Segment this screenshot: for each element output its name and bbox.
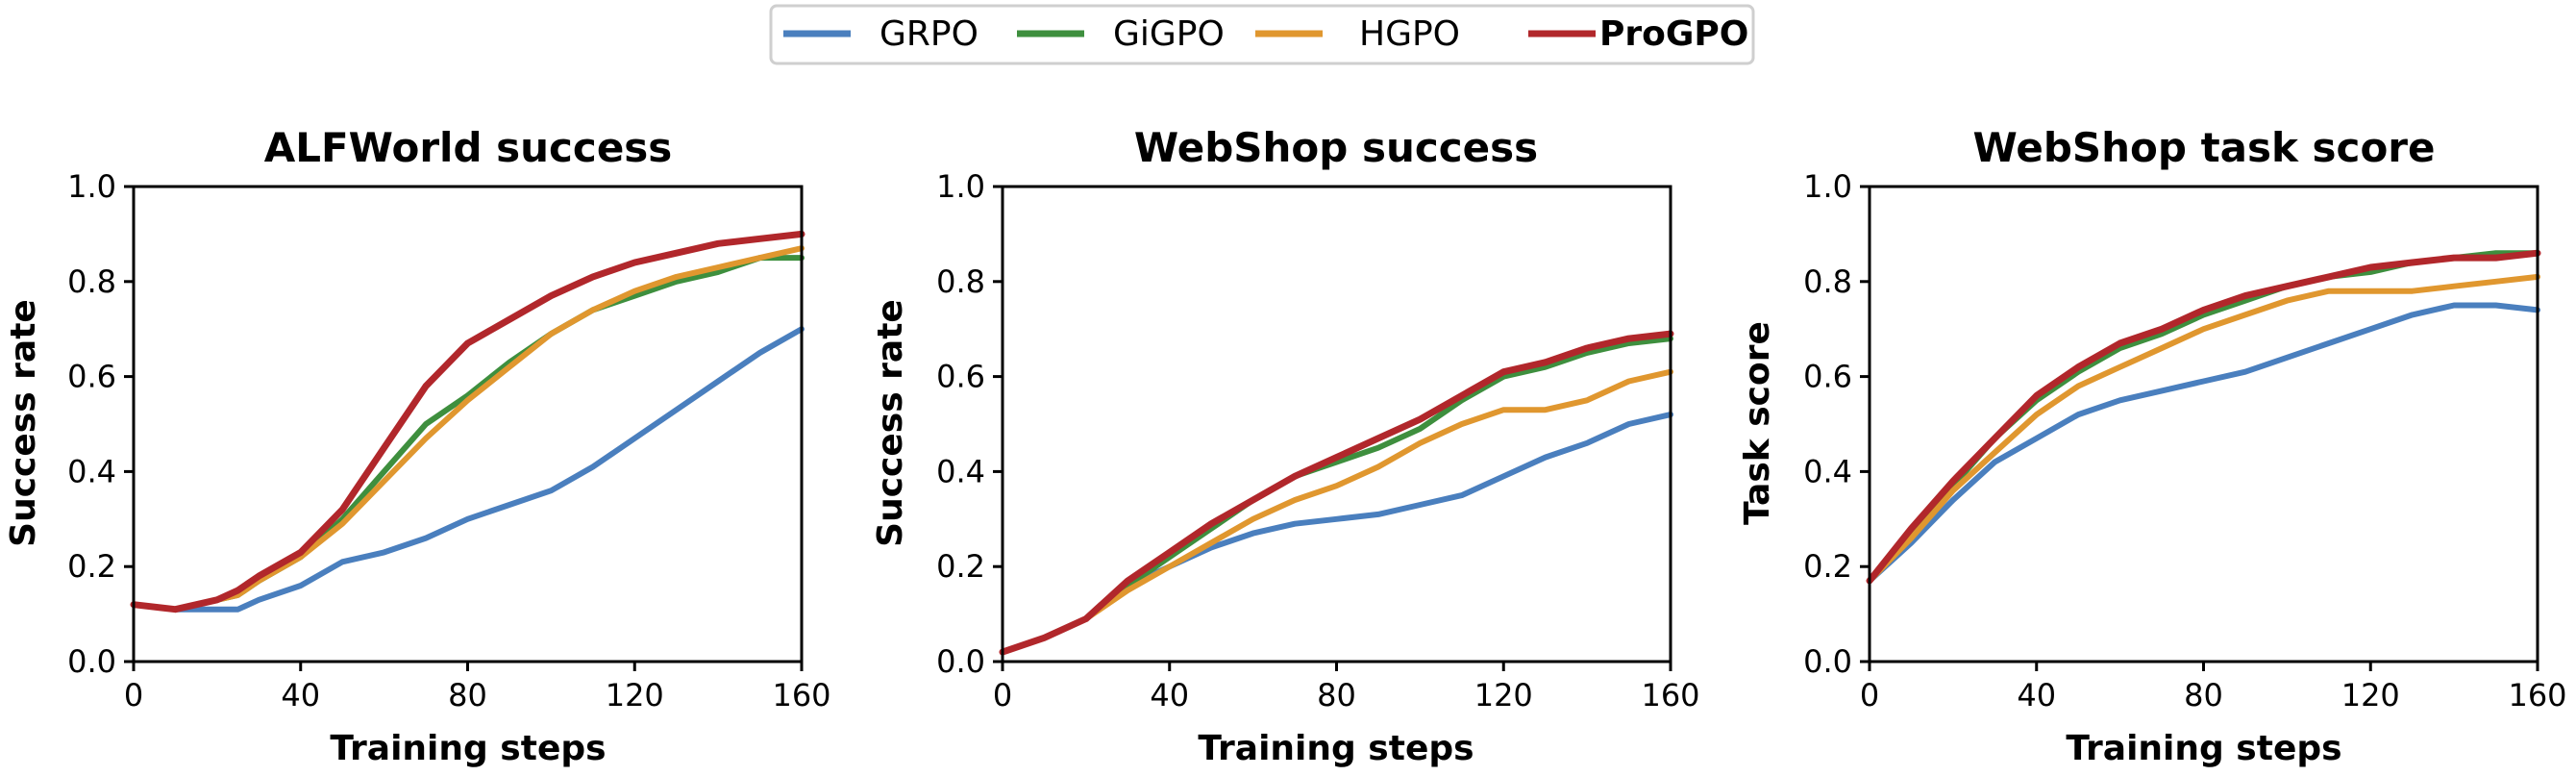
- series-line-gigpo: [1867, 250, 2540, 584]
- x-tick-label: 120: [2341, 677, 2400, 713]
- chart-panel-webshop-success: WebShop success Success rate Training st…: [871, 124, 1700, 768]
- y-tick-label: 0.4: [67, 453, 116, 489]
- y-tick-label: 0.2: [67, 548, 116, 585]
- x-tick-label: 80: [448, 677, 487, 713]
- chart-panel-webshop-task-score: WebShop task score Task score Training s…: [1738, 124, 2567, 768]
- x-tick-label: 40: [2017, 677, 2056, 713]
- y-tick-label: 0.0: [936, 643, 985, 680]
- x-tick-label: 160: [1641, 677, 1699, 713]
- x-tick-label: 120: [1474, 677, 1533, 713]
- y-tick-label: 0.8: [1803, 263, 1852, 300]
- legend-label-grpo: GRPO: [879, 14, 978, 54]
- legend: GRPO GiGPO HGPO ProGPO: [769, 4, 1755, 65]
- x-tick-label: 40: [281, 677, 320, 713]
- axes-frame: [1001, 185, 1672, 663]
- y-tick-label: 0.0: [67, 643, 116, 680]
- plot-area: 0 40 80 120 160 0.0 0.2 0.4 0.6 0.8 1.0: [67, 168, 830, 713]
- series-line-grpo: [1867, 302, 2540, 584]
- series-line-progpo: [130, 230, 805, 613]
- series-line-progpo: [999, 330, 1674, 656]
- legend-item-grpo: GRPO: [783, 14, 978, 54]
- x-axis-label: Training steps: [1198, 729, 1474, 768]
- y-tick-label: 0.2: [936, 548, 985, 585]
- y-tick-label: 0.8: [936, 263, 985, 300]
- x-tick-label: 160: [2508, 677, 2566, 713]
- plot-area: 0 40 80 120 160 0.0 0.2 0.4 0.6 0.8 1.0: [1803, 168, 2566, 713]
- y-axis-label: Success rate: [4, 299, 43, 547]
- y-tick-label: 0.8: [67, 263, 116, 300]
- y-tick-label: 0.4: [1803, 453, 1852, 489]
- panel-title: WebShop success: [1134, 124, 1538, 171]
- y-tick-label: 0.0: [1803, 643, 1852, 680]
- y-tick-label: 0.6: [936, 359, 985, 395]
- plot-area: 0 40 80 120 160 0.0 0.2 0.4 0.6 0.8 1.0: [936, 168, 1699, 713]
- y-tick-label: 1.0: [936, 168, 985, 205]
- x-tick-label: 0: [1860, 677, 1879, 713]
- x-tick-label: 40: [1150, 677, 1189, 713]
- x-axis-label: Training steps: [2066, 729, 2341, 768]
- y-tick-label: 0.2: [1803, 548, 1852, 585]
- legend-item-hgpo: HGPO: [1255, 14, 1460, 54]
- x-tick-label: 80: [1317, 677, 1356, 713]
- x-axis-label: Training steps: [330, 729, 606, 768]
- series-line-hgpo: [1000, 368, 1673, 656]
- y-axis-label: Success rate: [871, 299, 910, 547]
- series-line-grpo: [131, 326, 805, 613]
- series-line-gigpo: [131, 255, 805, 613]
- y-tick-label: 0.6: [1803, 359, 1852, 395]
- y-tick-label: 0.4: [936, 453, 985, 489]
- chart-panel-alfworld: ALFWorld success Success rate Training s…: [4, 124, 831, 768]
- x-tick-label: 160: [772, 677, 830, 713]
- y-tick-label: 1.0: [1803, 168, 1852, 205]
- legend-label-hgpo: HGPO: [1359, 14, 1460, 54]
- y-axis-label: Task score: [1738, 321, 1777, 525]
- legend-item-progpo: ProGPO: [1528, 14, 1748, 54]
- series-line-hgpo: [1867, 273, 2540, 584]
- x-tick-label: 0: [993, 677, 1012, 713]
- legend-item-gigpo: GiGPO: [1017, 14, 1225, 54]
- panel-title: WebShop task score: [1973, 124, 2436, 171]
- y-tick-label: 1.0: [67, 168, 116, 205]
- series-line-hgpo: [131, 245, 805, 613]
- panel-title: ALFWorld success: [264, 124, 673, 171]
- x-tick-label: 120: [606, 677, 664, 713]
- series-line-grpo: [1000, 412, 1673, 656]
- x-tick-label: 0: [124, 677, 143, 713]
- legend-label-gigpo: GiGPO: [1113, 14, 1225, 54]
- series-line-progpo: [1866, 249, 2541, 585]
- legend-label-progpo: ProGPO: [1599, 14, 1748, 54]
- x-tick-label: 80: [2184, 677, 2223, 713]
- y-tick-label: 0.6: [67, 359, 116, 395]
